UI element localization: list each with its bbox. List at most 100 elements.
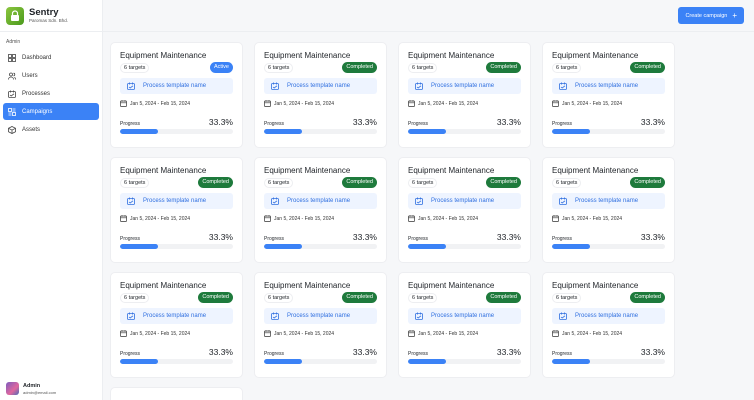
calendar-icon bbox=[120, 100, 127, 107]
progress-label: Progress bbox=[264, 121, 285, 127]
template-icon bbox=[127, 82, 135, 90]
avatar bbox=[6, 382, 19, 395]
campaign-card[interactable]: Equipment Maintenance 6 targets Complete… bbox=[254, 157, 387, 263]
user-profile[interactable]: Admin admin@email.com bbox=[6, 382, 56, 395]
create-campaign-button[interactable]: Create campaign + bbox=[678, 7, 744, 24]
sidebar-section-label: Admin bbox=[6, 39, 21, 45]
progress-bar-fill bbox=[120, 129, 158, 134]
targets-count: 6 targets bbox=[120, 177, 150, 188]
calendar-icon bbox=[552, 100, 559, 107]
campaign-card[interactable]: Equipment Maintenance 6 targets Complete… bbox=[398, 272, 531, 378]
template-name: Process template name bbox=[287, 313, 351, 319]
progress-bar-fill bbox=[120, 359, 158, 364]
template-icon bbox=[271, 197, 279, 205]
date-range-text: Jan 5, 2024 - Feb 15, 2024 bbox=[130, 330, 191, 337]
process-template-link[interactable]: Process template name bbox=[264, 308, 377, 324]
progress-label: Progress bbox=[120, 121, 141, 127]
sidebar: Sentry Paromas Sdn. Bhd. Admin Dashboard… bbox=[0, 0, 103, 400]
campaign-card[interactable]: Equipment Maintenance 6 targets Complete… bbox=[254, 272, 387, 378]
date-range: Jan 5, 2024 - Feb 15, 2024 bbox=[120, 215, 233, 222]
campaign-card[interactable]: Equipment Maintenance 6 targets Complete… bbox=[542, 157, 675, 263]
template-name: Process template name bbox=[287, 83, 351, 89]
targets-count: 6 targets bbox=[120, 62, 150, 73]
progress-bar-fill bbox=[264, 359, 302, 364]
progress-value: 33.3% bbox=[352, 347, 377, 357]
progress-bar bbox=[264, 129, 377, 134]
progress-bar bbox=[120, 129, 233, 134]
progress-bar bbox=[408, 129, 521, 134]
status-badge: Completed bbox=[630, 292, 665, 303]
template-name: Process template name bbox=[143, 83, 207, 89]
progress-bar bbox=[120, 359, 233, 364]
date-range-text: Jan 5, 2024 - Feb 15, 2024 bbox=[562, 215, 623, 222]
progress-value: 33.3% bbox=[208, 232, 233, 242]
progress-bar bbox=[264, 359, 377, 364]
campaign-card[interactable]: Equipment Maintenance 6 targets Complete… bbox=[110, 272, 243, 378]
progress-value: 33.3% bbox=[640, 232, 665, 242]
progress-bar bbox=[552, 129, 665, 134]
progress-label: Progress bbox=[120, 236, 141, 242]
targets-count: 6 targets bbox=[552, 292, 582, 303]
processes-icon bbox=[8, 90, 16, 98]
process-template-link[interactable]: Process template name bbox=[552, 78, 665, 94]
calendar-icon bbox=[264, 330, 271, 337]
sidebar-item-processes[interactable]: Processes bbox=[3, 85, 99, 102]
date-range: Jan 5, 2024 - Feb 15, 2024 bbox=[408, 330, 521, 337]
template-icon bbox=[415, 312, 423, 320]
targets-count: 6 targets bbox=[264, 62, 294, 73]
date-range: Jan 5, 2024 - Feb 15, 2024 bbox=[552, 330, 665, 337]
calendar-icon bbox=[264, 215, 271, 222]
campaign-title: Equipment Maintenance bbox=[120, 281, 207, 290]
status-badge: Completed bbox=[198, 177, 233, 188]
template-name: Process template name bbox=[143, 198, 207, 204]
process-template-link[interactable]: Process template name bbox=[264, 78, 377, 94]
progress-label: Progress bbox=[408, 121, 429, 127]
date-range: Jan 5, 2024 - Feb 15, 2024 bbox=[120, 330, 233, 337]
process-template-link[interactable]: Process template name bbox=[120, 308, 233, 324]
template-name: Process template name bbox=[431, 198, 495, 204]
process-template-link[interactable]: Process template name bbox=[120, 78, 233, 94]
process-template-link[interactable]: Process template name bbox=[120, 193, 233, 209]
status-badge: Completed bbox=[198, 292, 233, 303]
template-icon bbox=[127, 197, 135, 205]
campaign-card[interactable]: Equipment Maintenance 6 targets Active P… bbox=[110, 42, 243, 148]
campaign-card[interactable]: Equipment Maintenance 6 targets Complete… bbox=[398, 157, 531, 263]
calendar-icon bbox=[120, 330, 127, 337]
process-template-link[interactable]: Process template name bbox=[552, 308, 665, 324]
sidebar-item-label: Dashboard bbox=[22, 54, 52, 61]
campaign-card[interactable]: Equipment Maintenance 6 targets Complete… bbox=[542, 42, 675, 148]
progress-value: 33.3% bbox=[352, 232, 377, 242]
progress-bar bbox=[264, 244, 377, 249]
sidebar-item-campaigns[interactable]: Campaigns bbox=[3, 103, 99, 120]
progress-label: Progress bbox=[264, 351, 285, 357]
template-icon bbox=[271, 312, 279, 320]
calendar-icon bbox=[120, 215, 127, 222]
progress-bar bbox=[120, 244, 233, 249]
campaign-card[interactable]: Equipment Maintenance 6 targets Complete… bbox=[398, 42, 531, 148]
sidebar-item-users[interactable]: Users bbox=[3, 67, 99, 84]
campaign-grid: Equipment Maintenance 6 targets Active P… bbox=[110, 42, 675, 400]
sidebar-item-dashboard[interactable]: Dashboard bbox=[3, 49, 99, 66]
campaign-card[interactable]: Equipment Maintenance 6 targets Complete… bbox=[254, 42, 387, 148]
template-icon bbox=[559, 312, 567, 320]
campaign-card[interactable]: Equipment Maintenance 6 targets Complete… bbox=[110, 157, 243, 263]
targets-count: 6 targets bbox=[552, 62, 582, 73]
process-template-link[interactable]: Process template name bbox=[408, 308, 521, 324]
progress-bar bbox=[552, 244, 665, 249]
campaign-card[interactable]: Equipment Maintenance 6 targets Complete… bbox=[542, 272, 675, 378]
process-template-link[interactable]: Process template name bbox=[552, 193, 665, 209]
targets-count: 6 targets bbox=[552, 177, 582, 188]
status-badge: Completed bbox=[486, 62, 521, 73]
campaign-title: Equipment Maintenance bbox=[264, 281, 351, 290]
date-range: Jan 5, 2024 - Feb 15, 2024 bbox=[408, 215, 521, 222]
date-range-text: Jan 5, 2024 - Feb 15, 2024 bbox=[274, 330, 335, 337]
process-template-link[interactable]: Process template name bbox=[408, 193, 521, 209]
campaign-card-partial[interactable] bbox=[110, 387, 243, 400]
sidebar-item-assets[interactable]: Assets bbox=[3, 121, 99, 138]
date-range-text: Jan 5, 2024 - Feb 15, 2024 bbox=[274, 100, 335, 107]
template-icon bbox=[127, 312, 135, 320]
process-template-link[interactable]: Process template name bbox=[264, 193, 377, 209]
process-template-link[interactable]: Process template name bbox=[408, 78, 521, 94]
template-icon bbox=[271, 82, 279, 90]
campaign-title: Equipment Maintenance bbox=[552, 166, 639, 175]
